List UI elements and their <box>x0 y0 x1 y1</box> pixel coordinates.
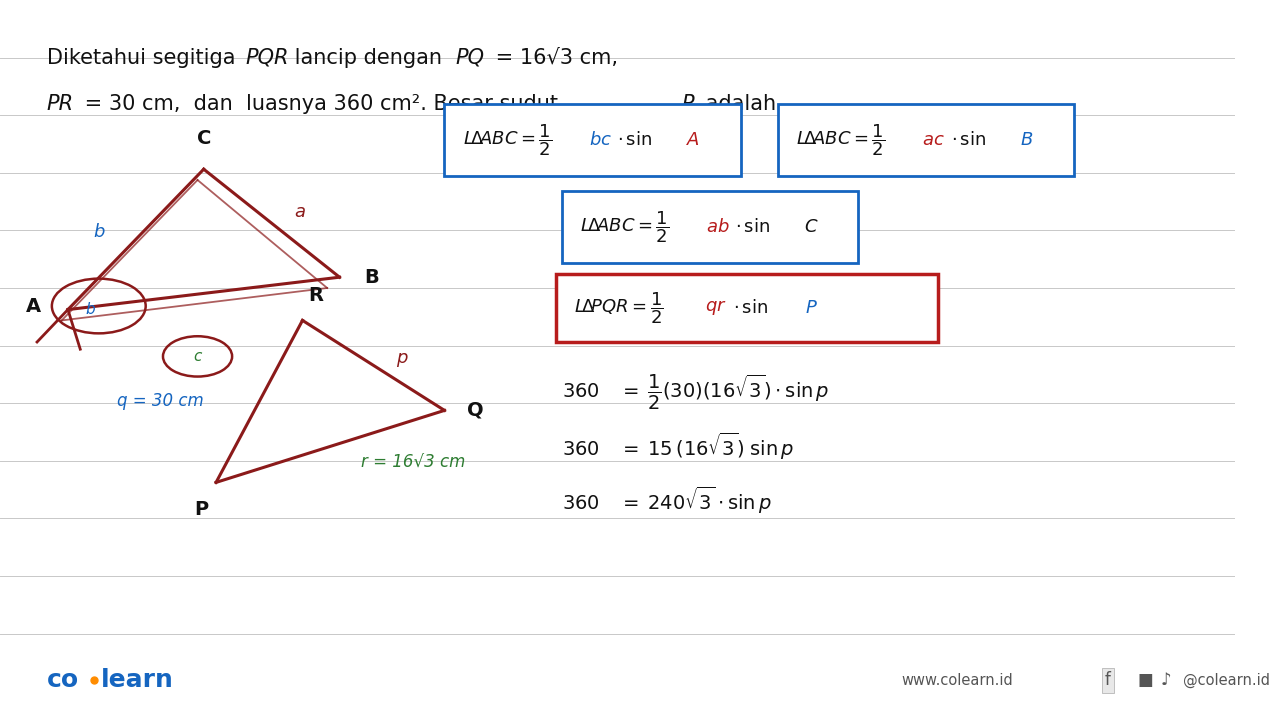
Text: $360 \quad =\; 240\sqrt{3}\cdot \mathrm{sin}\, p$: $360 \quad =\; 240\sqrt{3}\cdot \mathrm{… <box>562 485 772 516</box>
Text: p: p <box>396 349 407 367</box>
Text: $B$: $B$ <box>1020 132 1033 150</box>
Text: b: b <box>86 302 95 317</box>
FancyBboxPatch shape <box>444 104 741 176</box>
Text: A: A <box>26 297 41 315</box>
Text: = 30 cm,  dan  luasnya 360 cm². Besar sudut: = 30 cm, dan luasnya 360 cm². Besar sudu… <box>78 94 564 114</box>
Text: $360 \quad =\; 15\,(16\sqrt{3})\;\mathrm{sin}\, p$: $360 \quad =\; 15\,(16\sqrt{3})\;\mathrm… <box>562 431 794 462</box>
Text: co: co <box>47 668 79 693</box>
Text: r = 16√3 cm: r = 16√3 cm <box>361 454 466 472</box>
Text: f: f <box>1105 671 1111 690</box>
Text: $P$: $P$ <box>805 299 818 317</box>
FancyBboxPatch shape <box>556 274 938 342</box>
Text: $L\!\Delta\!ABC = \dfrac{1}{2}$: $L\!\Delta\!ABC = \dfrac{1}{2}$ <box>580 209 669 245</box>
Text: Diketahui segitiga: Diketahui segitiga <box>47 48 242 68</box>
Text: q = 30 cm: q = 30 cm <box>116 392 204 410</box>
FancyBboxPatch shape <box>778 104 1074 176</box>
Text: $bc$: $bc$ <box>589 132 612 150</box>
Text: learn: learn <box>101 668 174 693</box>
Text: $L\!\Delta\!PQR = \dfrac{1}{2}$: $L\!\Delta\!PQR = \dfrac{1}{2}$ <box>575 290 664 325</box>
Text: lancip dengan: lancip dengan <box>288 48 448 68</box>
FancyBboxPatch shape <box>562 191 858 263</box>
Text: $\cdot\, \mathrm{sin}$: $\cdot\, \mathrm{sin}$ <box>733 299 768 317</box>
Text: P: P <box>195 500 209 519</box>
Text: PR: PR <box>47 94 74 114</box>
Text: $ac$: $ac$ <box>923 132 945 150</box>
Text: B: B <box>365 268 379 287</box>
Text: $ab$: $ab$ <box>707 217 730 236</box>
Text: ■: ■ <box>1137 671 1153 690</box>
Text: adalah ....: adalah .... <box>699 94 809 114</box>
Text: R: R <box>308 286 324 305</box>
Text: a: a <box>294 204 305 222</box>
Text: PQ: PQ <box>456 48 485 68</box>
Text: b: b <box>93 223 105 241</box>
Text: $360 \quad = \; \dfrac{1}{2}(30)(16\sqrt{3})\cdot \mathrm{sin}\, p$: $360 \quad = \; \dfrac{1}{2}(30)(16\sqrt… <box>562 373 829 412</box>
Text: $L\!\Delta\!ABC = \dfrac{1}{2}$: $L\!\Delta\!ABC = \dfrac{1}{2}$ <box>463 122 552 158</box>
Text: www.colearn.id: www.colearn.id <box>901 673 1012 688</box>
Text: $qr$: $qr$ <box>705 298 727 318</box>
Text: PQR: PQR <box>246 48 289 68</box>
Text: $L\!\Delta\!ABC = \dfrac{1}{2}$: $L\!\Delta\!ABC = \dfrac{1}{2}$ <box>796 122 886 158</box>
Text: $C$: $C$ <box>804 217 818 236</box>
Text: $\cdot\, \mathrm{sin}$: $\cdot\, \mathrm{sin}$ <box>735 217 769 236</box>
Text: $A$: $A$ <box>686 132 700 150</box>
Text: C: C <box>197 129 211 148</box>
Text: ♪: ♪ <box>1161 671 1171 690</box>
Text: = 16√3 cm,: = 16√3 cm, <box>489 48 618 68</box>
Text: $\cdot\, \mathrm{sin}$: $\cdot\, \mathrm{sin}$ <box>951 132 986 150</box>
Text: P: P <box>681 94 694 114</box>
Text: @colearn.id: @colearn.id <box>1183 672 1270 688</box>
Text: Q: Q <box>467 401 484 420</box>
Text: c: c <box>193 349 202 364</box>
Text: $\cdot\, \mathrm{sin}$: $\cdot\, \mathrm{sin}$ <box>617 132 653 150</box>
